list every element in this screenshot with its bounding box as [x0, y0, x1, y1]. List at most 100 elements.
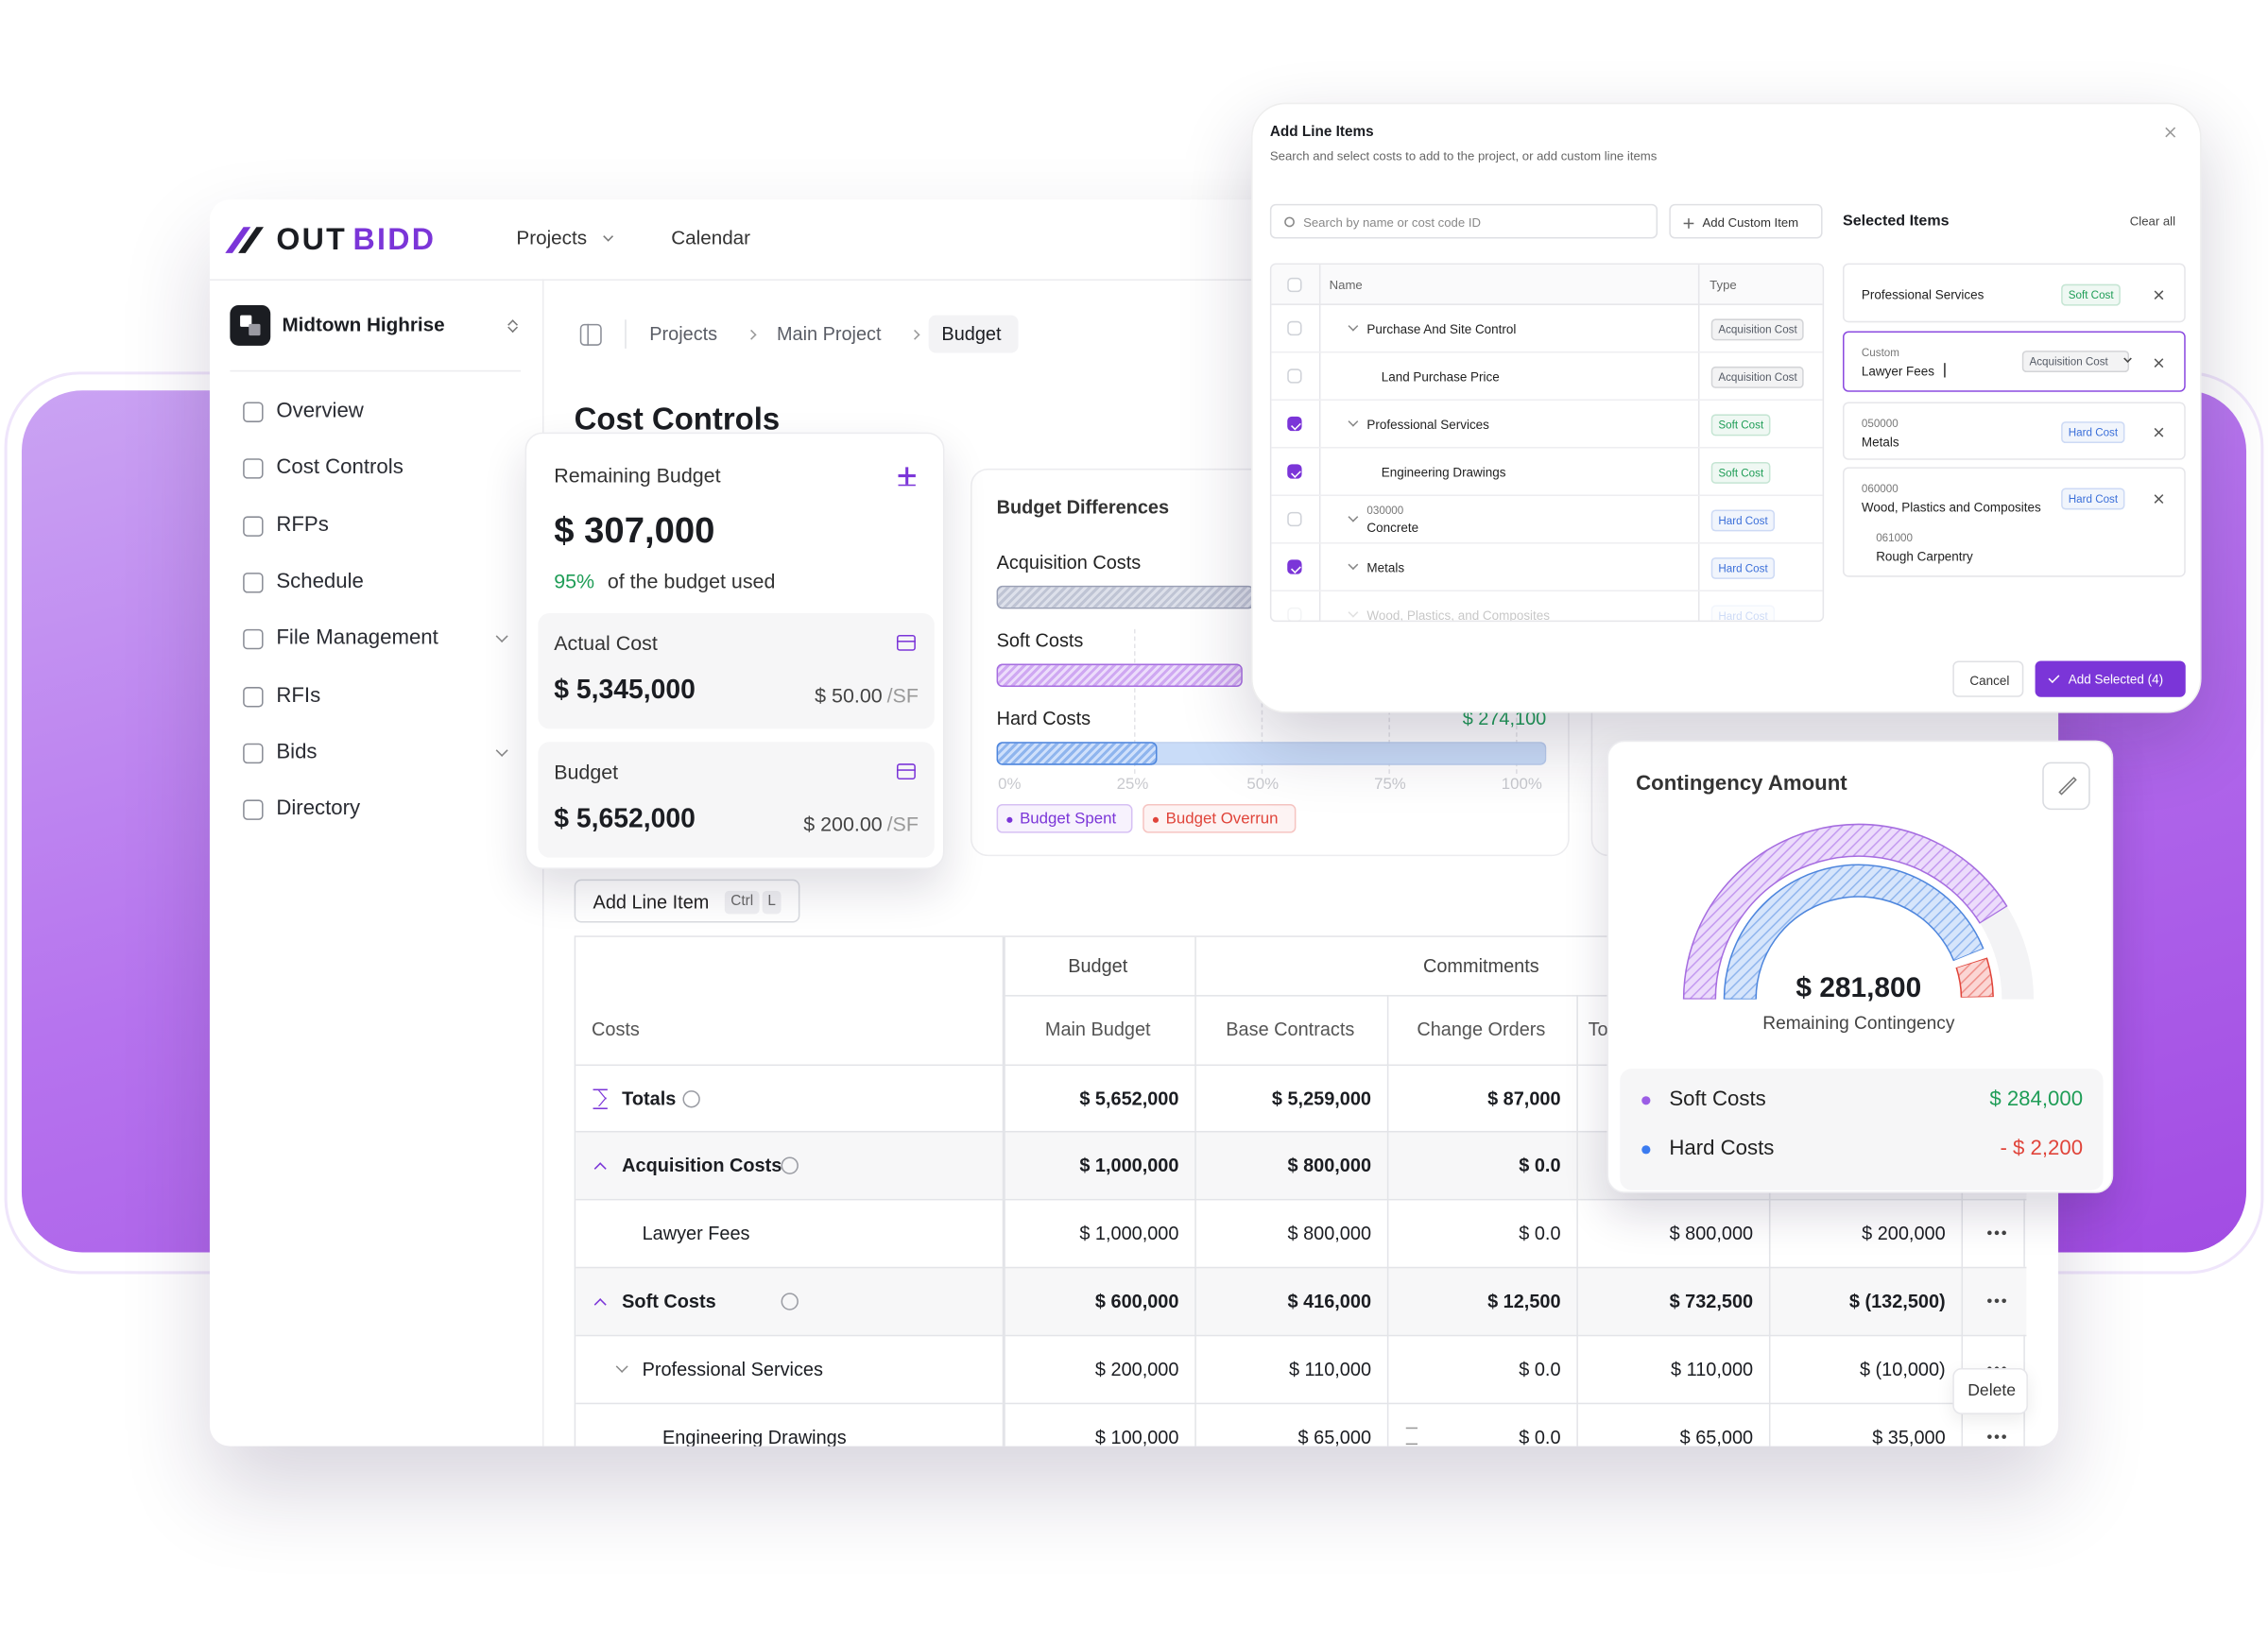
check-mark — [2048, 672, 2060, 684]
breakdown-value: - $ 2,200 — [2000, 1137, 2084, 1161]
legend-dot — [1641, 1145, 1651, 1155]
menu-dot[interactable] — [2002, 1298, 2006, 1304]
per-sf-unit: /SF — [886, 683, 919, 707]
sidebar-item[interactable]: Directory — [276, 796, 361, 821]
sidebar-item[interactable]: RFIs — [276, 683, 321, 708]
type-tag: Hard Cost — [1710, 604, 1776, 621]
cancel-button[interactable]: Cancel — [1952, 660, 2024, 697]
edit-button[interactable] — [2042, 762, 2090, 811]
col-divider — [1576, 995, 1578, 1447]
chevron — [615, 1360, 628, 1373]
sidebar-divider — [230, 369, 522, 372]
checkbox[interactable] — [1287, 511, 1302, 527]
row-name: Engineering Drawings — [662, 1425, 847, 1447]
menu-dot[interactable] — [2002, 1434, 2006, 1439]
remaining-budget-card: Remaining Budget $ 307,000 95% of the budge… — [524, 432, 945, 869]
check-mark — [1291, 562, 1301, 574]
modal-row: 030000 Concrete Hard Cost — [1271, 496, 1823, 544]
budget-section: Actual Cost $ 5,345,000/SF $ 50.00 — [538, 612, 935, 729]
column-header: Base Contracts — [1226, 1018, 1355, 1040]
column-header: Change Orders — [1417, 1018, 1546, 1040]
column-header: Name — [1329, 277, 1363, 292]
breakdown-label: Soft Costs — [1669, 1087, 1766, 1111]
sidebar-item[interactable]: RFPs — [276, 513, 329, 537]
type-tag[interactable]: Acquisition Cost — [2021, 351, 2130, 373]
checkbox[interactable] — [1287, 416, 1302, 432]
menu-dot[interactable] — [2002, 1230, 2006, 1236]
sidebar-item[interactable]: File Management — [276, 626, 438, 650]
menu-dot[interactable] — [1987, 1434, 1992, 1439]
selected-code: Custom — [1861, 346, 1899, 360]
cell-value: $ 110,000 — [1288, 1357, 1372, 1379]
add-selected-button[interactable]: Add Selected (4) — [2035, 660, 2186, 697]
gauge-arc — [1725, 865, 1983, 1000]
menu-dot[interactable] — [1994, 1298, 2000, 1304]
sidebar-item[interactable]: Overview — [276, 399, 364, 423]
type-tag: Hard Cost — [2061, 488, 2125, 510]
row-name: Soft Costs — [622, 1289, 716, 1311]
menu-dot[interactable] — [1994, 1230, 2000, 1236]
col-divider — [1961, 995, 1964, 1447]
selected-code: 050000 — [1861, 417, 1899, 431]
section-icon — [896, 634, 916, 651]
menu-dot[interactable] — [1994, 1434, 2000, 1439]
nav-icon — [243, 572, 264, 593]
modal-row: Professional Services Soft Cost — [1271, 401, 1823, 449]
search-placeholder: Search by name or cost code ID — [1303, 214, 1481, 231]
type-tag: Soft Cost — [2061, 283, 2122, 306]
column-header: Costs — [592, 1018, 640, 1040]
clear-all[interactable]: Clear all — [2129, 214, 2176, 229]
menu-item[interactable]: Delete — [1967, 1382, 2017, 1400]
section-label: Budget — [554, 760, 619, 783]
plus — [1688, 217, 1690, 229]
add-line-item-button[interactable]: Add Line Item Ctrl L — [574, 879, 800, 923]
project-name[interactable]: Midtown Highrise — [282, 313, 445, 335]
gauge-arc — [1684, 825, 2006, 999]
selected-name: Wood, Plastics and Composites — [1861, 500, 2041, 515]
cost-code: 030000 — [1366, 504, 1404, 518]
checkbox[interactable] — [1287, 559, 1302, 574]
nav-icon — [243, 799, 264, 821]
cell-value: $ 5,259,000 — [1271, 1087, 1372, 1109]
chevron — [1347, 416, 1358, 427]
checkbox[interactable] — [1287, 607, 1302, 621]
checkbox[interactable] — [1287, 464, 1302, 479]
column-header: Type — [1710, 277, 1737, 292]
help-icon — [781, 1292, 799, 1310]
cell-value: $ 65,000 — [1679, 1425, 1754, 1447]
breakdown-label: Hard Costs — [1669, 1137, 1775, 1161]
contingency-amount: $ 281,800 — [1796, 972, 1922, 1004]
legend-pill: Budget Overrun — [1143, 804, 1297, 833]
header-divider — [1002, 995, 2027, 997]
col-divider — [1318, 265, 1321, 621]
row-divider — [576, 1402, 2027, 1405]
top-nav-item[interactable]: Projects — [516, 227, 588, 249]
search-box[interactable]: Search by name or cost code ID — [1269, 203, 1658, 239]
sidebar-item[interactable]: Bids — [276, 740, 318, 764]
type-tag: Hard Cost — [2061, 421, 2125, 444]
menu-dot[interactable] — [1987, 1298, 1992, 1304]
section-icon-line — [896, 641, 916, 643]
cell-value: $ 110,000 — [1671, 1357, 1754, 1379]
breadcrumb[interactable]: Projects — [649, 322, 718, 345]
nav-icon — [243, 402, 264, 422]
sidebar-item[interactable]: Schedule — [276, 570, 364, 593]
breadcrumb[interactable]: Budget — [941, 322, 1002, 345]
top-nav-item[interactable]: Calendar — [671, 227, 751, 249]
sidebar-item[interactable]: Cost Controls — [276, 456, 404, 480]
checkbox[interactable] — [1287, 277, 1302, 292]
breakdown-panel: Soft Costs $ 284,000 Hard Costs - $ 2,200 — [1620, 1069, 2104, 1190]
cell-value: $ 600,000 — [1094, 1289, 1179, 1311]
col-divider — [1768, 995, 1771, 1447]
sidebar-toggle[interactable] — [579, 323, 602, 346]
checkbox[interactable] — [1287, 320, 1302, 336]
add-line-items-modal: Add Line Items Search and select costs to… — [1250, 102, 2202, 713]
menu-dot[interactable] — [1987, 1230, 1992, 1236]
text-cursor — [1944, 363, 1946, 378]
button-label: Cancel — [1969, 673, 2010, 688]
cell-value: $ 200,000 — [1862, 1221, 1946, 1243]
check-mark — [1291, 419, 1301, 430]
checkbox[interactable] — [1287, 368, 1302, 384]
breadcrumb[interactable]: Main Project — [776, 322, 882, 345]
add-custom-button[interactable]: Add Custom Item — [1669, 203, 1823, 239]
